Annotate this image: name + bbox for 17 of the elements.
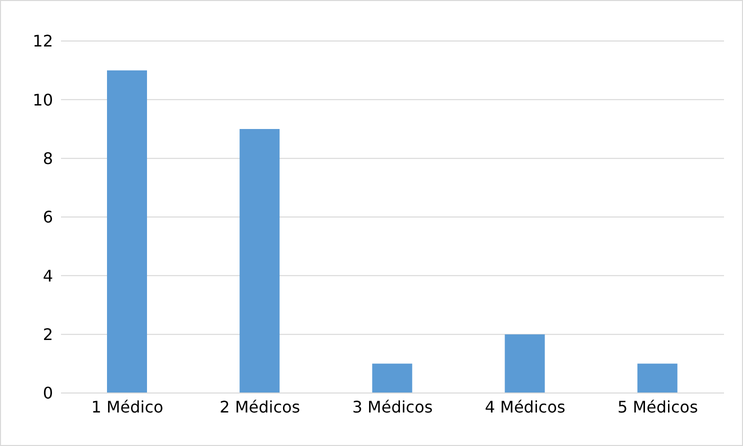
y-tick-label: 6	[42, 208, 53, 227]
y-tick-label: 12	[32, 32, 53, 51]
y-tick-label: 0	[42, 384, 53, 403]
x-tick-label: 4 Médicos	[484, 397, 566, 416]
y-tick-label: 8	[42, 149, 53, 168]
y-tick-label: 4	[42, 266, 53, 286]
bar	[240, 129, 280, 393]
x-tick-label: 2 Médicos	[220, 397, 300, 416]
x-tick-label: 1 Médico	[91, 397, 164, 416]
y-tick-label: 10	[32, 90, 53, 110]
bar	[637, 364, 678, 393]
y-tick-label: 2	[42, 325, 53, 344]
bar	[504, 334, 545, 393]
bar	[372, 364, 412, 393]
bar	[107, 70, 147, 393]
x-tick-label: 3 Médicos	[352, 397, 433, 416]
x-tick-label: 5 Médicos	[617, 397, 698, 416]
